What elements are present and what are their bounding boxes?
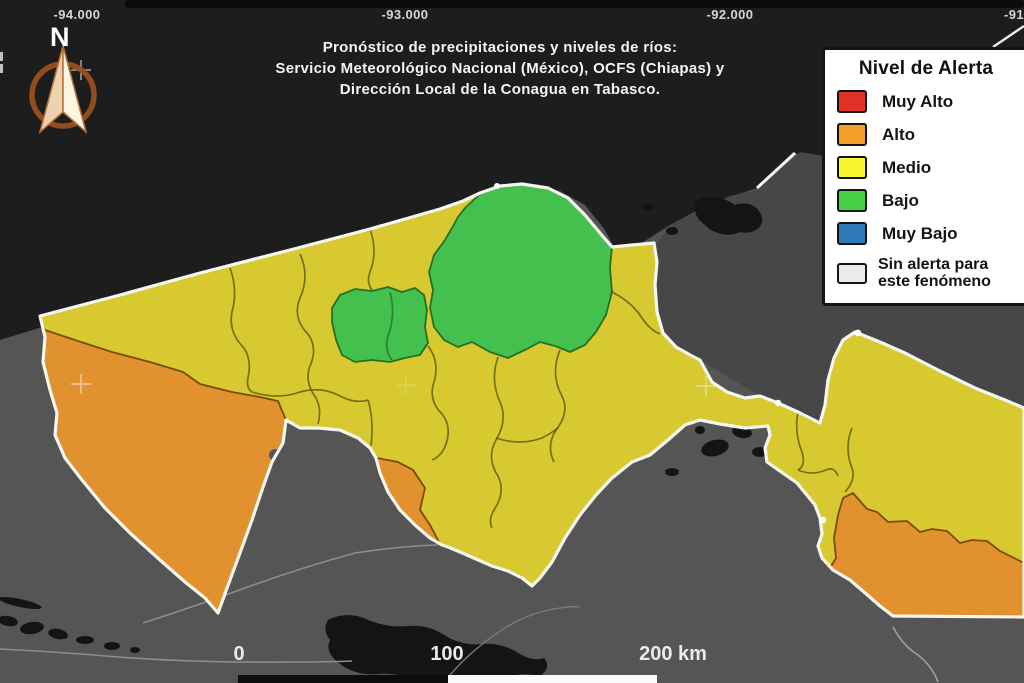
legend-item: Sin alerta para este fenómeno xyxy=(837,256,1024,291)
map-title-line: Servicio Meteorológico Nacional (México)… xyxy=(275,60,725,77)
scalebar-white-segment xyxy=(448,675,657,683)
legend-item: Medio xyxy=(837,156,1024,179)
legend-item: Alto xyxy=(837,123,1024,146)
state-region-alert-bajo-west xyxy=(331,286,429,363)
legend-swatch-alto xyxy=(837,123,867,146)
left-edge-ticks xyxy=(0,52,3,73)
scalebar-black-segment xyxy=(238,675,448,683)
neighbor-boundary-lines xyxy=(0,544,939,683)
map-frame-top-strip xyxy=(125,0,1024,8)
legend-item-label: Bajo xyxy=(882,190,919,210)
state-region-alert-medio xyxy=(40,184,1024,617)
border-vertex-dots xyxy=(494,183,862,524)
scalebar-tick-label: 100 xyxy=(430,643,464,665)
legend-swatch-bajo xyxy=(837,189,867,212)
legend-title: Nivel de Alerta xyxy=(858,58,994,79)
scalebar-tick-label: 200 km xyxy=(639,643,707,665)
legend-item-label: Sin alerta para este fenómeno xyxy=(878,256,991,290)
legend: Nivel de Alerta Muy Alto Alto Medio Bajo… xyxy=(822,47,1024,306)
map-title-line: Dirección Local de la Conagua en Tabasco… xyxy=(339,81,661,98)
legend-item: Muy Alto xyxy=(837,90,1024,113)
top-coordinate-label: -94.000 xyxy=(53,7,101,22)
water-bodies xyxy=(0,196,768,683)
legend-swatch-muy-alto xyxy=(837,90,867,113)
north-label: N xyxy=(50,22,70,52)
border-artifact-line xyxy=(992,25,1024,48)
legend-item-label: Medio xyxy=(882,157,932,177)
legend-swatch-medio xyxy=(837,156,867,179)
top-coordinate-label: -92.000 xyxy=(706,7,754,22)
legend-swatch-sin-alerta xyxy=(837,263,867,285)
state-border-coastal-segment xyxy=(755,151,797,190)
scalebar-tick-label: 0 xyxy=(233,643,245,665)
legend-item-label: Muy Alto xyxy=(882,91,954,111)
scalebar xyxy=(238,675,657,683)
map-title: Pronóstico de precipitaciones y niveles … xyxy=(160,37,840,100)
top-coordinate-label: -93.000 xyxy=(381,7,429,22)
legend-item-label: Alto xyxy=(882,124,916,144)
map-title-line: Pronóstico de precipitaciones y niveles … xyxy=(322,39,678,56)
legend-item: Bajo xyxy=(837,189,1024,212)
top-coordinate-label: -91.000 xyxy=(1004,7,1024,22)
legend-swatch-muy-bajo xyxy=(837,222,867,245)
legend-item: Muy Bajo xyxy=(837,222,1024,245)
municipal-boundaries xyxy=(229,228,854,529)
state-border-outline xyxy=(38,182,1024,619)
legend-item-label: Muy Bajo xyxy=(882,223,958,243)
north-arrow-icon xyxy=(29,45,97,135)
